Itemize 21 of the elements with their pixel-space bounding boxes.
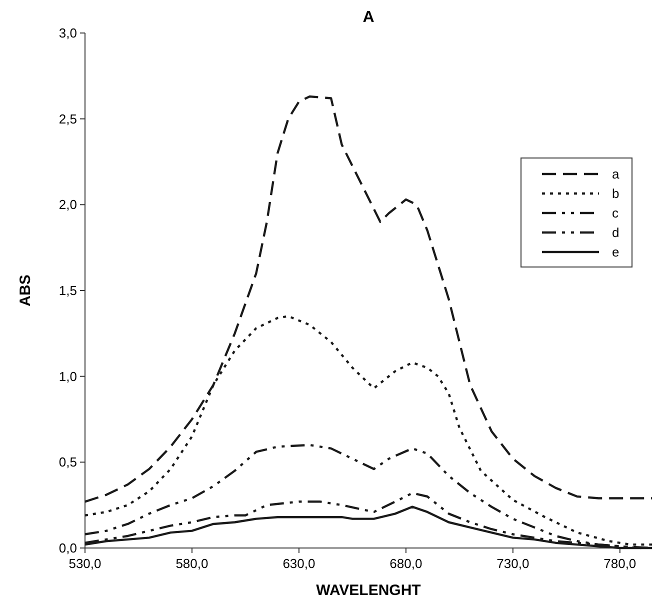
legend-label: b bbox=[612, 186, 620, 202]
legend-label: c bbox=[612, 206, 619, 221]
y-tick-label: 0,5 bbox=[58, 454, 77, 470]
y-axis-title: ABS bbox=[17, 274, 34, 306]
y-tick-label: 2,0 bbox=[58, 197, 77, 212]
x-tick-label: 680,0 bbox=[390, 556, 422, 571]
chart-title: A bbox=[362, 9, 375, 26]
x-tick-label: 530,0 bbox=[68, 556, 102, 571]
x-tick-label: 580,0 bbox=[176, 556, 208, 571]
legend-label: e bbox=[612, 244, 620, 260]
x-tick-label: 780,0 bbox=[604, 556, 636, 571]
legend-label: a bbox=[612, 166, 620, 182]
x-tick-label: 730,0 bbox=[496, 556, 530, 571]
y-tick-label: 1,5 bbox=[58, 283, 77, 298]
y-tick-label: 3,0 bbox=[58, 26, 77, 41]
x-axis-title: WAVELENGHT bbox=[316, 582, 421, 599]
y-tick-label: 1,0 bbox=[58, 368, 77, 384]
y-tick-label: 2,5 bbox=[58, 111, 77, 126]
x-tick-label: 630,0 bbox=[282, 556, 316, 571]
y-tick-label: 0,0 bbox=[58, 540, 77, 556]
legend-label: d bbox=[612, 225, 620, 240]
